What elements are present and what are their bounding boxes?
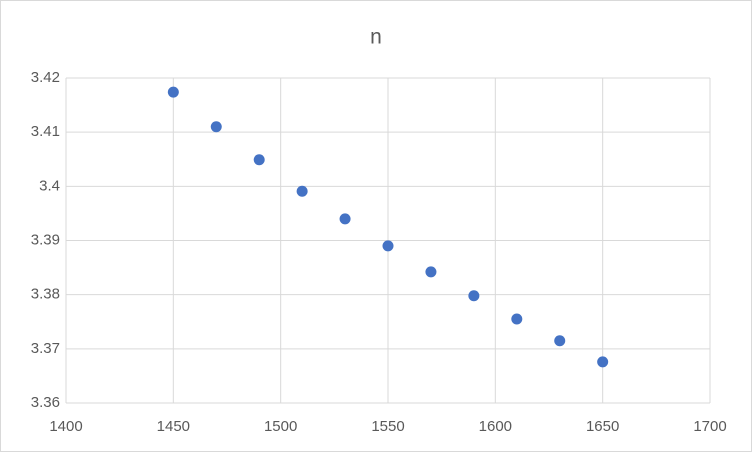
- x-tick-label: 1600: [479, 418, 512, 435]
- point: [468, 290, 480, 302]
- point: [253, 154, 265, 166]
- y-tick-label: 3.41: [31, 123, 60, 140]
- point: [511, 313, 523, 325]
- x-tick-label: 1650: [586, 418, 619, 435]
- x-tick-label: 1550: [371, 418, 404, 435]
- y-tick-label: 3.4: [39, 177, 60, 194]
- y-tick-label: 3.38: [31, 286, 60, 303]
- y-tick-label: 3.37: [31, 340, 60, 357]
- point: [296, 185, 308, 197]
- point: [554, 335, 566, 347]
- chart-title: n: [370, 26, 382, 49]
- x-tick-label: 1450: [157, 418, 190, 435]
- x-tick-label: 1700: [693, 418, 726, 435]
- point: [210, 121, 222, 133]
- x-tick-label: 1500: [264, 418, 297, 435]
- point: [339, 213, 351, 225]
- y-tick-label: 3.39: [31, 231, 60, 248]
- x-tick-label: 1400: [49, 418, 82, 435]
- y-tick-label: 3.42: [31, 69, 60, 86]
- point: [425, 266, 437, 278]
- point: [597, 356, 609, 368]
- point: [382, 240, 394, 252]
- y-tick-label: 3.36: [31, 394, 60, 411]
- point: [167, 86, 179, 98]
